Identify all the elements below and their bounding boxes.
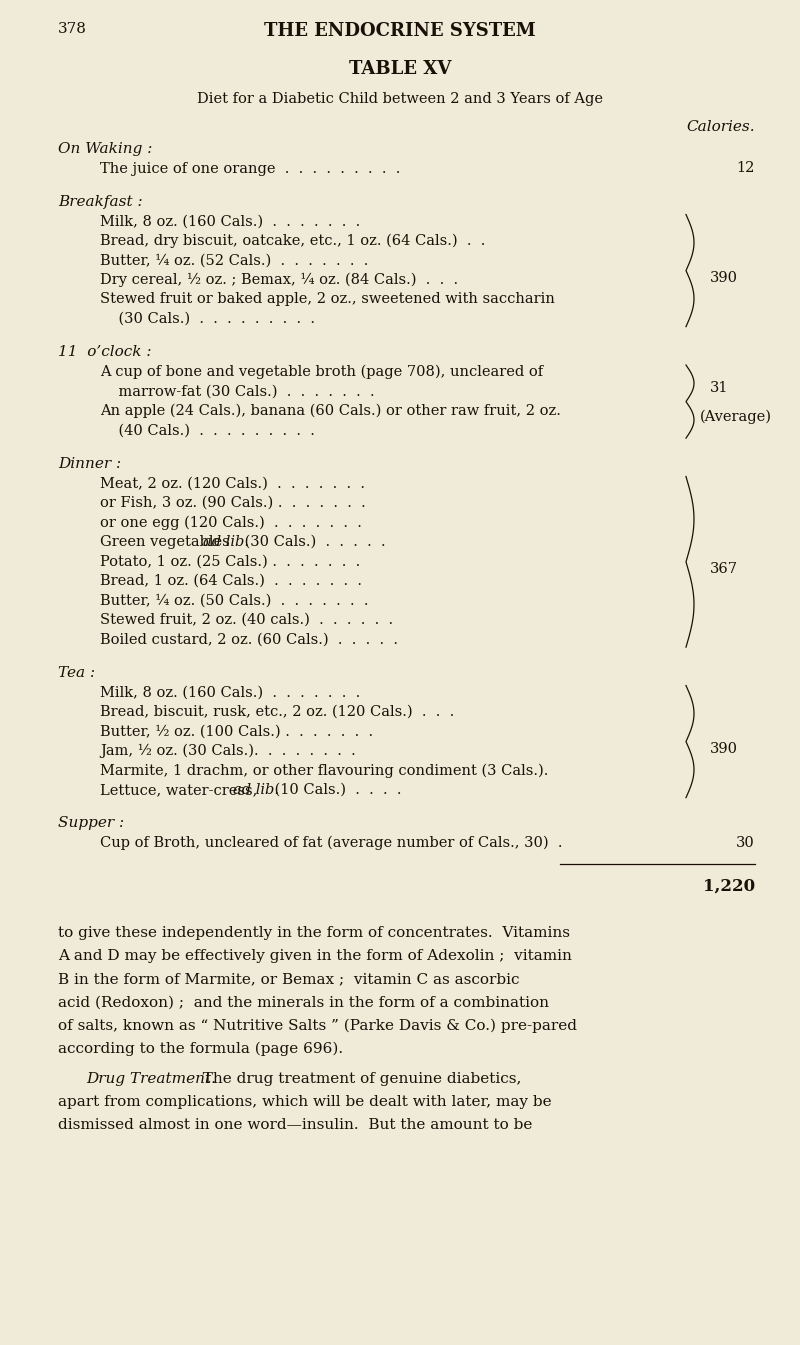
Text: 1,220: 1,220 — [703, 877, 755, 894]
Text: according to the formula (page 696).: according to the formula (page 696). — [58, 1041, 343, 1056]
Text: Calories.: Calories. — [686, 120, 755, 134]
Text: marrow-fat (30 Cals.)  .  .  .  .  .  .  .: marrow-fat (30 Cals.) . . . . . . . — [100, 385, 374, 398]
Text: 390: 390 — [710, 270, 738, 285]
Text: Potato, 1 oz. (25 Cals.) .  .  .  .  .  .  .: Potato, 1 oz. (25 Cals.) . . . . . . . — [100, 554, 360, 569]
Text: Cup of Broth, uncleared of fat (average number of Cals., 30)  .: Cup of Broth, uncleared of fat (average … — [100, 837, 562, 850]
Text: Dry cereal, ½ oz. ; Bemax, ¼ oz. (84 Cals.)  .  .  .: Dry cereal, ½ oz. ; Bemax, ¼ oz. (84 Cal… — [100, 273, 458, 288]
Text: Dinner :: Dinner : — [58, 457, 121, 471]
Text: acid (Redoxon) ;  and the minerals in the form of a combination: acid (Redoxon) ; and the minerals in the… — [58, 995, 549, 1009]
Text: Stewed fruit, 2 oz. (40 cals.)  .  .  .  .  .  .: Stewed fruit, 2 oz. (40 cals.) . . . . .… — [100, 613, 393, 627]
Text: Bread, 1 oz. (64 Cals.)  .  .  .  .  .  .  .: Bread, 1 oz. (64 Cals.) . . . . . . . — [100, 574, 362, 588]
Text: Meat, 2 oz. (120 Cals.)  .  .  .  .  .  .  .: Meat, 2 oz. (120 Cals.) . . . . . . . — [100, 476, 365, 491]
Text: dismissed almost in one word—insulin.  But the amount to be: dismissed almost in one word—insulin. Bu… — [58, 1118, 532, 1132]
Text: to give these independently in the form of concentrates.  Vitamins: to give these independently in the form … — [58, 927, 570, 940]
Text: (30 Cals.)  .  .  .  .  .: (30 Cals.) . . . . . — [240, 535, 386, 549]
Text: 12: 12 — [737, 161, 755, 175]
Text: (Average): (Average) — [700, 410, 772, 424]
Text: Lettuce, water-cress,: Lettuce, water-cress, — [100, 783, 262, 798]
Text: 30: 30 — [736, 837, 755, 850]
Text: On Waking :: On Waking : — [58, 143, 152, 156]
Text: Butter, ½ oz. (100 Cals.) .  .  .  .  .  .  .: Butter, ½ oz. (100 Cals.) . . . . . . . — [100, 725, 373, 738]
Text: Boiled custard, 2 oz. (60 Cals.)  .  .  .  .  .: Boiled custard, 2 oz. (60 Cals.) . . . .… — [100, 632, 398, 647]
Text: Green vegetables: Green vegetables — [100, 535, 234, 549]
Text: Milk, 8 oz. (160 Cals.)  .  .  .  .  .  .  .: Milk, 8 oz. (160 Cals.) . . . . . . . — [100, 214, 360, 229]
Text: The drug treatment of genuine diabetics,: The drug treatment of genuine diabetics, — [194, 1072, 522, 1087]
Text: An apple (24 Cals.), banana (60 Cals.) or other raw fruit, 2 oz.: An apple (24 Cals.), banana (60 Cals.) o… — [100, 404, 561, 418]
Text: apart from complications, which will be dealt with later, may be: apart from complications, which will be … — [58, 1095, 552, 1110]
Text: (10 Cals.)  .  .  .  .: (10 Cals.) . . . . — [270, 783, 402, 798]
Text: (30 Cals.)  .  .  .  .  .  .  .  .  .: (30 Cals.) . . . . . . . . . — [100, 312, 315, 325]
Text: Bread, dry biscuit, oatcake, etc., 1 oz. (64 Cals.)  .  .: Bread, dry biscuit, oatcake, etc., 1 oz.… — [100, 234, 486, 249]
Text: 367: 367 — [710, 562, 738, 576]
Text: Diet for a Diabetic Child between 2 and 3 Years of Age: Diet for a Diabetic Child between 2 and … — [197, 91, 603, 106]
Text: of salts, known as “ Nutritive Salts ” (Parke Davis & Co.) pre­pared: of salts, known as “ Nutritive Salts ” (… — [58, 1018, 577, 1033]
Text: 31: 31 — [710, 381, 729, 394]
Text: Butter, ¼ oz. (52 Cals.)  .  .  .  .  .  .  .: Butter, ¼ oz. (52 Cals.) . . . . . . . — [100, 253, 368, 268]
Text: (40 Cals.)  .  .  .  .  .  .  .  .  .: (40 Cals.) . . . . . . . . . — [100, 424, 315, 437]
Text: Stewed fruit or baked apple, 2 oz., sweetened with saccharin: Stewed fruit or baked apple, 2 oz., swee… — [100, 292, 555, 307]
Text: A cup of bone and vegetable broth (page 708), uncleared of: A cup of bone and vegetable broth (page … — [100, 364, 543, 379]
Text: 11  o’clock :: 11 o’clock : — [58, 346, 151, 359]
Text: Drug Treatment.: Drug Treatment. — [86, 1072, 216, 1087]
Text: Bread, biscuit, rusk, etc., 2 oz. (120 Cals.)  .  .  .: Bread, biscuit, rusk, etc., 2 oz. (120 C… — [100, 705, 454, 720]
Text: ad lib.: ad lib. — [233, 783, 279, 798]
Text: THE ENDOCRINE SYSTEM: THE ENDOCRINE SYSTEM — [264, 22, 536, 40]
Text: B in the form of Marmite, or Bemax ;  vitamin C as ascorbic: B in the form of Marmite, or Bemax ; vit… — [58, 972, 519, 986]
Text: A and D may be effectively given in the form of Adexolin ;  vitamin: A and D may be effectively given in the … — [58, 950, 572, 963]
Text: Jam, ½ oz. (30 Cals.).  .  .  .  .  .  .  .: Jam, ½ oz. (30 Cals.). . . . . . . . — [100, 744, 356, 759]
Text: Milk, 8 oz. (160 Cals.)  .  .  .  .  .  .  .: Milk, 8 oz. (160 Cals.) . . . . . . . — [100, 686, 360, 699]
Text: Tea :: Tea : — [58, 666, 95, 681]
Text: Breakfast :: Breakfast : — [58, 195, 142, 208]
Text: Marmite, 1 drachm, or other flavouring condiment (3 Cals.).: Marmite, 1 drachm, or other flavouring c… — [100, 764, 548, 777]
Text: or one egg (120 Cals.)  .  .  .  .  .  .  .: or one egg (120 Cals.) . . . . . . . — [100, 515, 362, 530]
Text: 390: 390 — [710, 741, 738, 756]
Text: The juice of one orange  .  .  .  .  .  .  .  .  .: The juice of one orange . . . . . . . . … — [100, 161, 400, 175]
Text: 378: 378 — [58, 22, 87, 36]
Text: Butter, ¼ oz. (50 Cals.)  .  .  .  .  .  .  .: Butter, ¼ oz. (50 Cals.) . . . . . . . — [100, 593, 369, 608]
Text: ad lib.: ad lib. — [203, 535, 249, 549]
Text: TABLE XV: TABLE XV — [349, 61, 451, 78]
Text: Supper :: Supper : — [58, 816, 124, 830]
Text: or Fish, 3 oz. (90 Cals.) .  .  .  .  .  .  .: or Fish, 3 oz. (90 Cals.) . . . . . . . — [100, 496, 366, 510]
